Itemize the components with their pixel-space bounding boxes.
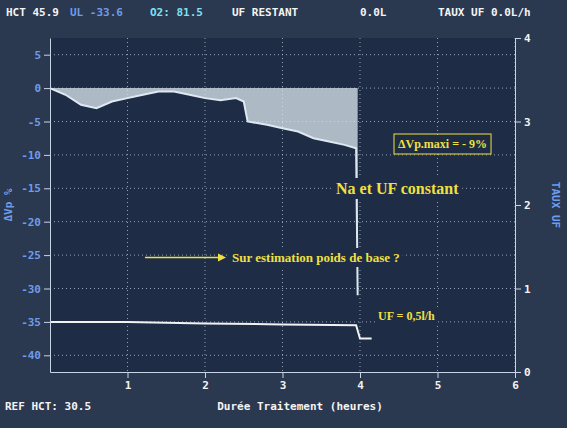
chart: HCT 45.9 UL -33.6 O2: 81.5 UF RESTANT 0.0L TA…	[0, 0, 567, 428]
annotation-patch	[229, 248, 403, 267]
tick: -10	[21, 149, 50, 162]
annotations: ΔVp.maxi = - 9% Na et UF constant Sur esti…	[145, 134, 491, 325]
tick-mark	[515, 205, 521, 206]
header-text: UL -33.6	[70, 6, 123, 19]
tick-mark	[44, 255, 50, 256]
tick-label: 5	[34, 49, 41, 62]
tick: 6	[512, 372, 519, 392]
tick-label: -40	[21, 349, 41, 362]
tick-mark	[44, 289, 50, 290]
tick: -25	[21, 249, 50, 262]
arrow-head	[218, 254, 226, 262]
tick: -40	[21, 349, 50, 362]
tick: -30	[21, 283, 50, 296]
tick: 2	[515, 199, 531, 212]
tick-mark	[44, 55, 50, 56]
tick: 4	[357, 372, 364, 392]
axis-line	[50, 39, 51, 373]
tick-mark	[44, 88, 50, 89]
tick: 4	[515, 32, 531, 45]
tick-label: -5	[28, 116, 41, 129]
x-axis-title: Durée Traitement (heures)	[217, 400, 383, 413]
annotation-patch	[375, 307, 438, 325]
y-axis: 5 0 -5 -10 -15 -20 -25 -30 -35 -40	[21, 39, 50, 373]
tick-label: 4	[524, 32, 531, 45]
header-text: TAUX UF 0.0L/h	[438, 6, 531, 19]
annotation-box	[394, 134, 491, 154]
tick: 2	[202, 372, 209, 392]
tick-mark	[44, 355, 50, 356]
tick-label: -20	[21, 216, 41, 229]
header-text: UF RESTANT	[232, 6, 299, 19]
tick-label: -10	[21, 149, 41, 162]
tick-label: 2	[524, 199, 531, 212]
annotation-patch	[395, 135, 490, 153]
grid-line	[50, 288, 515, 289]
tick: 5	[34, 49, 50, 62]
tick-mark	[515, 372, 521, 373]
tick: -15	[21, 182, 50, 195]
tick-label: 3	[524, 116, 531, 129]
x-axis: 1 2 3 4 5 6	[51, 372, 520, 392]
tick-label: 1	[125, 379, 132, 392]
annotation: Na et UF constant	[336, 180, 459, 197]
tick-label: 0	[524, 366, 531, 379]
tick: 1	[125, 372, 132, 392]
tick: -20	[21, 216, 50, 229]
tick-label: -30	[21, 283, 41, 296]
tick: 5	[435, 372, 442, 392]
tick-mark	[205, 372, 206, 378]
tick-label: -35	[21, 316, 41, 329]
tick-mark	[44, 188, 50, 189]
arrow	[145, 257, 222, 259]
screen	[0, 0, 567, 428]
tick: 0	[515, 366, 531, 379]
tick-mark	[438, 372, 439, 378]
tick-mark	[360, 372, 361, 378]
tick-label: 5	[435, 379, 442, 392]
tick: 3	[515, 116, 531, 129]
tick-label: 6	[512, 379, 519, 392]
tick: 1	[515, 283, 531, 296]
y-axis-title: ΔVp %	[2, 188, 15, 221]
annotation: ΔVp.maxi = - 9%	[398, 137, 487, 151]
tick-label: -25	[21, 249, 41, 262]
tick-mark	[515, 289, 521, 290]
header-text: O2: 81.5	[150, 6, 203, 19]
tick-label: 2	[202, 379, 209, 392]
tick: -5	[28, 116, 50, 129]
marks	[50, 88, 372, 339]
tick-label: 0	[34, 82, 41, 95]
tick-mark	[44, 322, 50, 323]
grid-line	[360, 38, 361, 372]
grid	[50, 38, 515, 372]
tick-mark	[515, 122, 521, 123]
line	[50, 322, 372, 339]
tick-mark	[283, 372, 284, 378]
tick-label: 1	[524, 283, 531, 296]
header-text: HCT 45.9	[6, 6, 59, 19]
tick-mark	[128, 372, 129, 378]
tick-label: 4	[357, 379, 364, 392]
tick-mark	[44, 222, 50, 223]
annotation: UF = 0,5l/h	[378, 309, 435, 323]
tick: 3	[280, 372, 287, 392]
header-text: 0.0L	[360, 6, 387, 19]
tick: -35	[21, 316, 50, 329]
tick: 0	[34, 82, 50, 95]
y2-axis-title: TAUX UF	[549, 182, 562, 228]
plot-area	[50, 38, 515, 372]
tick-mark	[44, 155, 50, 156]
tick-label: 3	[280, 379, 287, 392]
tick-label: -15	[21, 182, 41, 195]
reference: REF HCT: 30.5	[5, 400, 91, 413]
tick-mark	[44, 122, 50, 123]
annotation: Sur estimation poids de base ?	[232, 250, 400, 265]
tick-mark	[515, 38, 521, 39]
y2-axis: 0 1 2 3 4	[515, 32, 531, 379]
annotation-patch	[333, 178, 462, 199]
